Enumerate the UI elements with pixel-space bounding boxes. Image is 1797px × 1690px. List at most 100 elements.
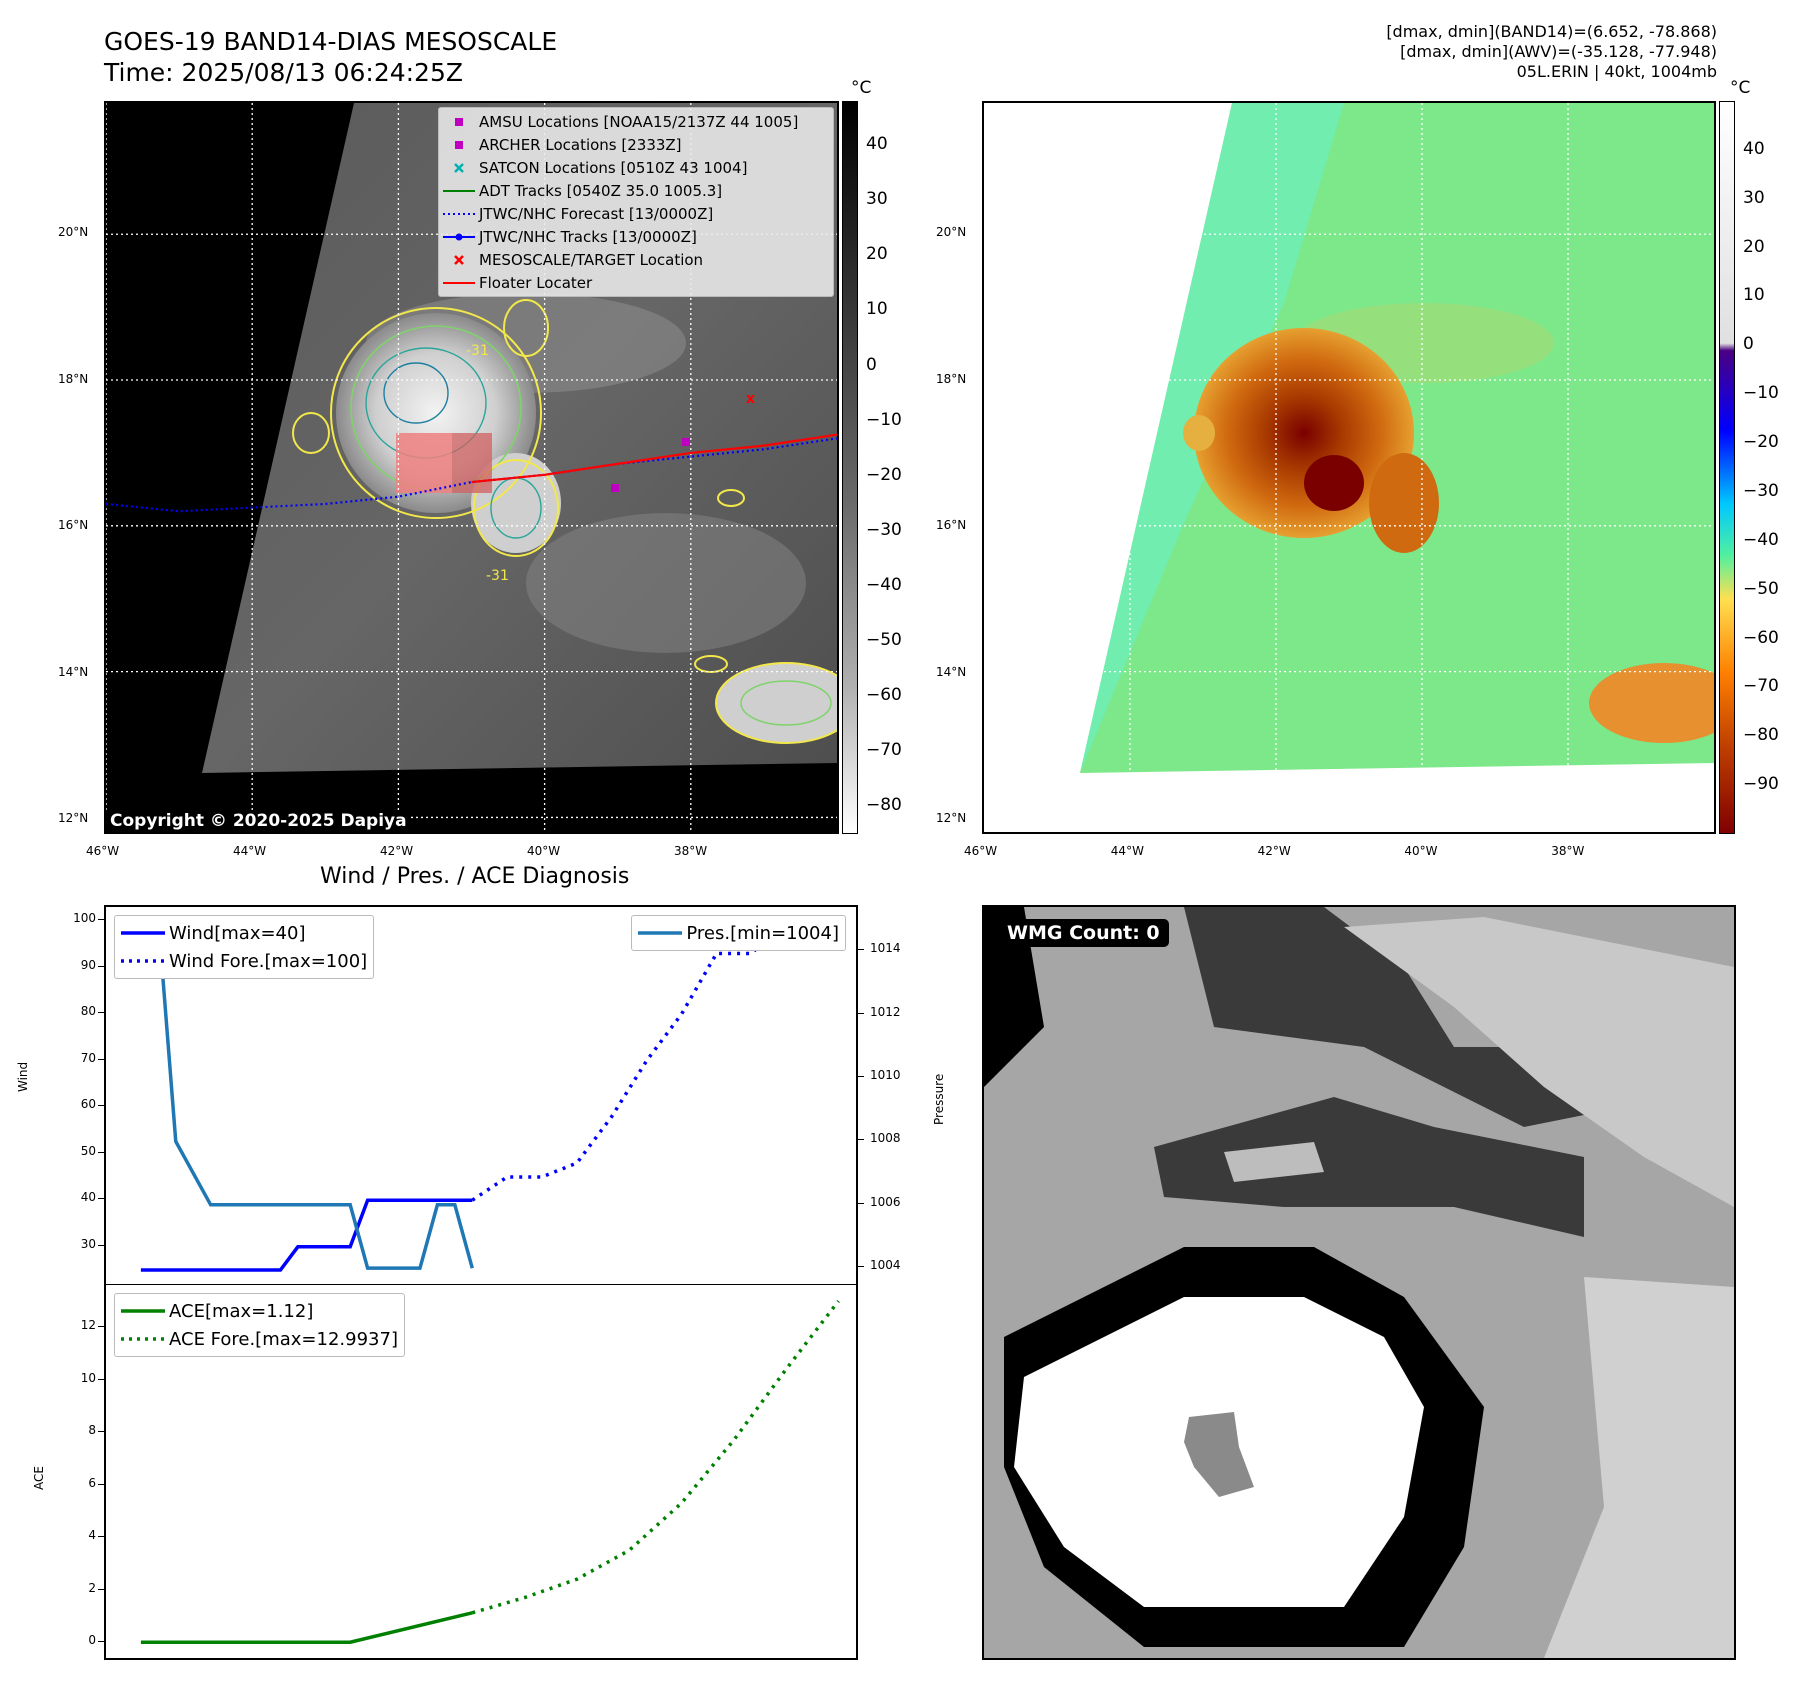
lat-tick-label: 20°N (936, 224, 967, 239)
y-tick-mark (98, 965, 104, 967)
colorbar-awv (1719, 101, 1735, 834)
legend-label: ADT Tracks [0540Z 35.0 1005.3] (479, 181, 723, 200)
lon-tick-label: 40°W (1404, 844, 1438, 858)
lat-tick-label: 14°N (936, 664, 967, 679)
ace-axis-label: ACE (32, 1466, 46, 1490)
contour-ring (330, 307, 542, 519)
copyright-label: Copyright © 2020-2025 Dapiya (106, 810, 411, 832)
y-tick-mark (98, 1151, 104, 1153)
awv-map-panel (982, 101, 1716, 834)
y-right-tick-label: 1014 (870, 941, 901, 956)
legend-item: AMSU Locations [NOAA15/2137Z 44 1005] (439, 110, 833, 133)
contour-ring (383, 362, 449, 424)
legend-item: JTWC/NHC Tracks [13/0000Z] (439, 225, 833, 248)
colorbar-tick-label: −40 (1743, 529, 1779, 550)
legend-symbol-icon (439, 185, 479, 197)
colorbar-tick-label: −70 (866, 740, 902, 761)
colorbar-tick-label: −70 (1743, 676, 1779, 697)
y-tick-label: 4 (88, 1528, 96, 1543)
y-right-tick-mark (858, 1076, 864, 1078)
y-tick-label: 50 (80, 1143, 96, 1158)
contour-ring (292, 412, 330, 454)
y-tick-mark (98, 1588, 104, 1590)
colorbar-tick-label: −80 (1743, 725, 1779, 746)
pressure-legend: Pres.[min=1004] (631, 915, 846, 951)
wind-pressure-chart-panel: Wind[max=40] Wind Fore.[max=100] Pres.[m… (104, 905, 858, 1285)
series-line (471, 919, 788, 1202)
colorbar-tick-label: 20 (866, 244, 888, 265)
legend-item: Floater Locater (439, 271, 833, 294)
lat-tick-label: 20°N (58, 224, 89, 239)
y-tick-label: 0 (88, 1633, 96, 1648)
wmg-eye-center (1184, 1412, 1254, 1497)
lon-tick-label: 46°W (964, 844, 998, 858)
y-right-tick-mark (858, 949, 864, 951)
y-right-tick-label: 1010 (870, 1068, 901, 1083)
colorbar-band14 (842, 101, 858, 834)
legend-symbol-icon (439, 254, 479, 266)
legend-symbol-icon (439, 116, 479, 128)
y-tick-mark (98, 1198, 104, 1200)
map-legend: AMSU Locations [NOAA15/2137Z 44 1005] ARC… (438, 107, 834, 297)
y-tick-label: 8 (88, 1423, 96, 1438)
mesoscale-target-box (452, 433, 492, 493)
contour-ring (473, 459, 559, 557)
y-tick-mark (98, 1244, 104, 1246)
colorbar-tick-label: 30 (866, 189, 888, 210)
pressure-axis-label: Pressure (932, 1073, 946, 1125)
y-tick-mark (98, 1105, 104, 1107)
y-tick-mark (98, 1058, 104, 1060)
legend-item: SATCON Locations [0510Z 43 1004] (439, 156, 833, 179)
y-right-tick-mark (858, 1266, 864, 1268)
colorbar-tick-label: 30 (1743, 187, 1765, 208)
legend-label: AMSU Locations [NOAA15/2137Z 44 1005] (479, 112, 799, 131)
series-line (140, 917, 474, 1270)
legend-symbol-icon (439, 139, 479, 151)
colorbar-tick-label: −80 (866, 795, 902, 816)
contour-ring (503, 299, 549, 357)
y-tick-mark (98, 1378, 104, 1380)
colorbar-tick-label: −30 (1743, 480, 1779, 501)
colorbar-tick-label: −60 (866, 685, 902, 706)
series-line (140, 1611, 473, 1644)
wmg-panel: WMG Count: 0 (982, 905, 1736, 1660)
colorbar-tick-label: −20 (1743, 432, 1779, 453)
y-tick-mark (98, 1326, 104, 1328)
lat-tick-label: 12°N (936, 811, 967, 826)
legend-label: JTWC/NHC Forecast [13/0000Z] (479, 204, 714, 223)
y-tick-label: 12 (80, 1318, 96, 1333)
colorbar-tick-label: 10 (1743, 285, 1765, 306)
legend-symbol-icon (439, 208, 479, 220)
awv-map (984, 103, 1714, 832)
amsu-marker (611, 484, 619, 492)
wmg-count-badge: WMG Count: 0 (998, 919, 1169, 947)
lat-tick-label: 18°N (58, 371, 89, 386)
y-tick-mark (98, 1536, 104, 1538)
lat-tick-label: 14°N (58, 664, 89, 679)
colorbar-tick-label: −40 (866, 574, 902, 595)
colorbar-tick-label: −30 (866, 519, 902, 540)
wind-legend-label: Wind[max=40] (169, 922, 306, 944)
awv-storm-core (1304, 455, 1364, 511)
awv-cloud (1589, 663, 1714, 743)
contour-label: -31 (486, 568, 509, 584)
colorbar-tick-label: 0 (1743, 334, 1754, 355)
storm-cloud (471, 453, 561, 553)
colorbar2-unit: °C (1730, 78, 1751, 98)
y-tick-label: 70 (80, 1050, 96, 1065)
y-tick-label: 40 (80, 1190, 96, 1205)
lat-tick-label: 18°N (936, 371, 967, 386)
legend-item: MESOSCALE/TARGET Location (439, 248, 833, 271)
figure-title: GOES-19 BAND14-DIAS MESOSCALE Time: 2025/… (104, 27, 558, 87)
lon-tick-label: 38°W (1551, 844, 1585, 858)
ace-forecast-legend-label: ACE Fore.[max=12.9937] (169, 1328, 398, 1350)
ace-legend-label: ACE[max=1.12] (169, 1300, 314, 1322)
legend-label: JTWC/NHC Tracks [13/0000Z] (479, 227, 697, 246)
lat-tick-label: 16°N (58, 518, 89, 533)
series-line (471, 1299, 840, 1615)
wmg-region (1224, 1142, 1324, 1182)
y-tick-mark (98, 1431, 104, 1433)
lon-tick-label: 40°W (527, 844, 561, 858)
y-tick-label: 60 (80, 1097, 96, 1112)
lon-tick-label: 38°W (674, 844, 708, 858)
